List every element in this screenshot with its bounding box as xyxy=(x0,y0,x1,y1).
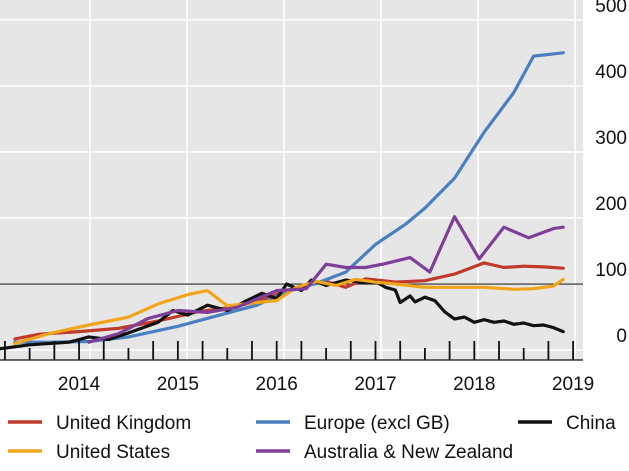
legend-label-china: China xyxy=(566,413,616,434)
x-tick-label: 2016 xyxy=(256,374,298,395)
x-axis: 2014 2015 2016 2017 2018 2019 xyxy=(0,341,594,395)
legend-label-united-kingdom: United Kingdom xyxy=(56,413,191,434)
y-tick-label: 0 xyxy=(616,326,627,347)
legend-label-australia-new-zealand: Australia & New Zealand xyxy=(304,442,513,463)
series-line-united-states xyxy=(13,277,565,346)
legend: United Kingdom Europe (excl GB) China Unite… xyxy=(8,413,616,463)
x-tick-label: 2019 xyxy=(552,374,594,395)
x-tick-label: 2014 xyxy=(58,374,101,395)
y-tick-label: 400 xyxy=(595,62,627,83)
series-line-australia-new-zealand xyxy=(87,215,565,344)
y-tick-label: 200 xyxy=(595,194,627,215)
y-tick-label: 100 xyxy=(595,260,627,281)
series-line-europe-excl-gb xyxy=(13,51,565,344)
plot-background xyxy=(0,0,583,360)
series-group xyxy=(0,51,565,351)
x-tick-label: 2018 xyxy=(453,374,495,395)
y-tick-label: 300 xyxy=(595,128,627,149)
x-tick-label: 2017 xyxy=(354,374,396,395)
y-tick-label: 500 xyxy=(595,0,627,17)
legend-label-europe-excl-gb: Europe (excl GB) xyxy=(304,413,450,434)
legend-label-united-states: United States xyxy=(56,442,170,463)
y-axis: 0 100 200 300 400 500 xyxy=(595,0,627,347)
grid xyxy=(0,0,583,360)
x-tick-label: 2015 xyxy=(157,374,199,395)
